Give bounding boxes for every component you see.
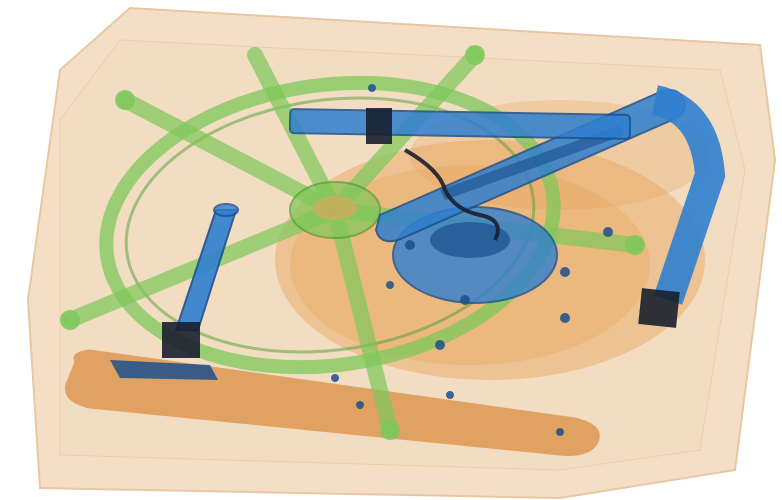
blue-curved-pipe xyxy=(651,85,726,305)
screw xyxy=(560,313,570,323)
screw xyxy=(460,295,470,305)
screw xyxy=(560,267,570,277)
blue-post-top xyxy=(213,203,239,217)
screw xyxy=(386,281,394,289)
screw xyxy=(435,340,445,350)
blue-top-clamp xyxy=(366,108,392,144)
screws xyxy=(331,84,613,436)
screw xyxy=(331,374,339,382)
green-spoke-end xyxy=(115,90,135,110)
green-wheel-rim-inner xyxy=(124,96,536,354)
cable xyxy=(404,148,500,241)
green-spoke-end xyxy=(625,235,645,255)
screw xyxy=(368,84,376,92)
screw xyxy=(603,227,613,237)
green-spoke-end xyxy=(60,310,80,330)
green-wheel-rim xyxy=(99,75,561,375)
green-wheel-hub-hole xyxy=(313,196,357,220)
screw xyxy=(446,391,454,399)
screw xyxy=(556,428,564,436)
blue-post-foot xyxy=(162,322,200,358)
green-spoke xyxy=(327,202,398,438)
green-spoke-end xyxy=(465,45,485,65)
blue-post-base-plate xyxy=(110,360,218,380)
blue-top-bar xyxy=(288,108,632,140)
screw xyxy=(356,401,364,409)
blue-diagonal-bar-inner xyxy=(440,125,625,200)
blue-pipe-end-cap xyxy=(638,288,680,328)
screw xyxy=(405,240,415,250)
green-spoke-end xyxy=(380,420,400,440)
blue-round-disc-core xyxy=(430,222,510,258)
